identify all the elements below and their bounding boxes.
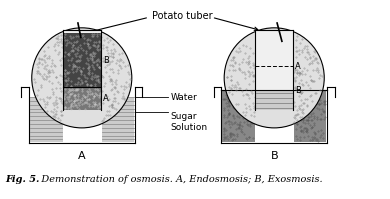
Bar <box>294 90 326 142</box>
Bar <box>62 30 101 110</box>
Text: Water: Water <box>170 93 197 102</box>
Bar <box>102 97 134 142</box>
Bar <box>255 30 293 110</box>
Text: B: B <box>295 86 301 95</box>
Bar <box>62 88 101 110</box>
Bar <box>222 90 255 142</box>
Bar <box>255 90 293 110</box>
Text: B: B <box>270 151 278 161</box>
Bar <box>62 33 101 88</box>
Circle shape <box>224 28 324 128</box>
Circle shape <box>32 28 132 128</box>
Text: Demonstration of osmosis. A, Endosmosis; B, Exosmosis.: Demonstration of osmosis. A, Endosmosis;… <box>32 175 323 184</box>
Text: Potato tuber: Potato tuber <box>152 11 213 20</box>
Bar <box>30 97 62 142</box>
Text: Fig. 5.: Fig. 5. <box>5 175 39 184</box>
Text: Sugar
Solution: Sugar Solution <box>170 112 207 132</box>
Text: A: A <box>295 62 301 71</box>
Text: B: B <box>103 56 109 64</box>
Text: A: A <box>78 151 85 161</box>
Text: A: A <box>103 94 109 103</box>
